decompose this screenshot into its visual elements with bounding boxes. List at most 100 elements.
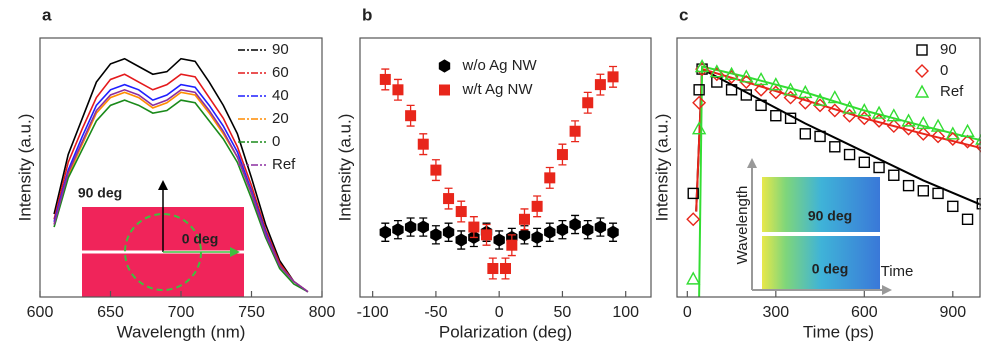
annotation: 90 deg	[78, 185, 122, 201]
marker	[770, 109, 782, 122]
marker	[442, 225, 455, 239]
marker	[932, 187, 944, 200]
marker	[392, 223, 404, 237]
marker	[754, 82, 769, 97]
marker	[975, 133, 981, 145]
annotation: 0 deg	[182, 231, 219, 247]
marker	[740, 89, 753, 101]
x-axis-label: Polarization (deg)	[439, 322, 572, 341]
marker	[784, 112, 797, 124]
marker	[902, 179, 915, 192]
marker	[886, 119, 901, 134]
annotation: 90 deg	[808, 208, 852, 224]
panel-label: a	[42, 5, 52, 24]
panel-label: c	[679, 5, 688, 24]
marker	[443, 193, 455, 205]
marker	[930, 118, 946, 132]
marker	[945, 132, 960, 146]
marker	[843, 148, 856, 161]
panel	[686, 59, 981, 297]
marker	[931, 129, 946, 144]
marker	[857, 111, 872, 126]
legend-label: 0	[272, 133, 280, 150]
marker	[417, 138, 429, 150]
x-tick-label: 800	[309, 304, 336, 321]
marker	[814, 130, 826, 143]
x-axis-label: Time (ps)	[803, 322, 874, 341]
marker	[976, 198, 981, 210]
legend-label: 0	[940, 62, 948, 79]
marker	[518, 213, 530, 225]
legend-label: 60	[272, 64, 289, 81]
marker	[842, 100, 857, 114]
marker	[916, 126, 931, 141]
marker	[439, 84, 450, 96]
marker	[872, 113, 887, 128]
marker	[693, 84, 705, 96]
marker	[886, 108, 901, 122]
marker	[768, 77, 783, 91]
x-tick-label: 600	[851, 304, 878, 321]
marker	[481, 229, 493, 241]
marker	[569, 125, 581, 137]
marker	[901, 113, 916, 127]
marker	[468, 221, 480, 233]
marker	[379, 225, 392, 239]
x-tick-label: 750	[238, 304, 265, 321]
annotation: 0 deg	[812, 261, 849, 277]
marker	[914, 84, 930, 98]
y-axis-label: Intensity (a.u.)	[652, 114, 671, 222]
annotation: Wavelength	[734, 186, 751, 265]
x-tick-label: 50	[554, 304, 572, 321]
marker	[901, 121, 916, 136]
marker	[798, 84, 813, 99]
marker	[916, 116, 931, 130]
series-line	[53, 88, 309, 293]
marker	[405, 110, 417, 122]
inset-image	[82, 180, 244, 297]
marker	[888, 169, 900, 181]
marker	[783, 82, 798, 96]
marker	[960, 134, 975, 149]
series-line	[53, 99, 309, 293]
legend-label: 40	[272, 87, 289, 104]
marker	[455, 233, 467, 247]
marker	[798, 95, 813, 110]
marker	[857, 103, 872, 117]
marker	[687, 187, 699, 200]
y-axis-label: Intensity (a.u.)	[335, 114, 354, 222]
marker	[917, 185, 930, 197]
marker	[694, 59, 710, 73]
marker	[417, 220, 429, 234]
inset-image	[747, 158, 892, 295]
legend-label: 20	[272, 110, 289, 127]
marker	[960, 123, 975, 137]
marker	[594, 220, 607, 234]
marker	[725, 84, 738, 96]
marker	[812, 92, 828, 106]
marker	[607, 71, 619, 83]
marker	[487, 263, 499, 275]
legend-label: Ref	[940, 83, 964, 100]
legend-label: 90	[940, 41, 957, 58]
marker	[827, 90, 842, 104]
panel	[53, 57, 309, 293]
legend-label: w/o Ag NW	[462, 57, 538, 74]
marker	[455, 206, 467, 218]
marker	[961, 213, 974, 226]
marker	[842, 108, 857, 123]
marker	[594, 79, 606, 91]
marker	[692, 95, 707, 110]
marker	[739, 75, 754, 90]
marker	[915, 64, 929, 78]
x-tick-label: 0	[495, 304, 504, 321]
panel-label: b	[362, 5, 372, 24]
marker	[783, 90, 798, 105]
x-tick-label: 600	[27, 304, 54, 321]
x-tick-label: 650	[97, 304, 124, 321]
marker	[691, 121, 707, 135]
marker	[438, 59, 451, 73]
marker	[569, 217, 581, 232]
marker	[531, 200, 543, 212]
